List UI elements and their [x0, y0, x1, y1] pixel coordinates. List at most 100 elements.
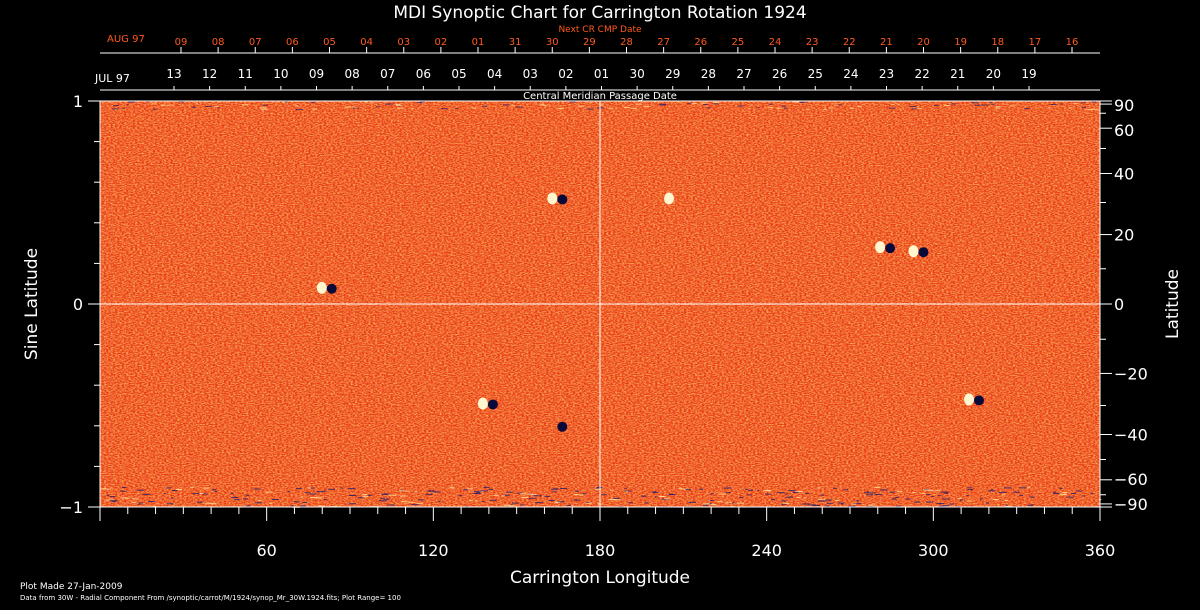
polar-speckle: [739, 496, 744, 498]
cmp-axis-date: 09: [309, 67, 324, 81]
polar-speckle: [781, 105, 786, 107]
polar-speckle: [322, 505, 325, 507]
polar-speckle: [614, 499, 621, 501]
top-axis-date: 06: [286, 37, 299, 48]
polar-speckle: [747, 489, 754, 491]
polar-speckle: [1061, 492, 1068, 494]
top-axis-date: 18: [991, 37, 1004, 48]
polar-speckle: [643, 105, 651, 107]
polar-speckle: [425, 493, 433, 495]
polar-speckle: [344, 106, 347, 108]
polar-speckle: [211, 503, 217, 505]
polar-speckle: [710, 493, 715, 495]
polar-speckle: [466, 488, 473, 490]
active-region-positive: [664, 192, 674, 205]
polar-speckle: [190, 486, 195, 488]
y-axis-right-ticks: 90 60 40 20 0 −20 −40 −60 −90: [1100, 96, 1148, 514]
polar-speckle: [834, 104, 838, 106]
polar-speckle: [168, 104, 174, 106]
active-region-positive: [477, 397, 488, 410]
polar-speckle: [109, 500, 118, 502]
active-region-negative: [557, 194, 568, 205]
polar-speckle: [399, 495, 406, 497]
polar-speckle: [825, 505, 830, 507]
polar-speckle: [106, 494, 110, 496]
polar-speckle: [531, 494, 537, 496]
polar-speckle: [942, 505, 950, 507]
polar-speckle: [723, 487, 732, 489]
polar-speckle: [991, 103, 995, 105]
polar-speckle: [586, 108, 594, 110]
polar-speckle: [823, 109, 828, 111]
polar-speckle: [597, 503, 602, 505]
polar-speckle: [635, 103, 643, 105]
polar-speckle: [710, 500, 714, 502]
polar-speckle: [272, 499, 279, 501]
top-axis-date: 24: [769, 37, 782, 48]
polar-speckle: [166, 503, 174, 505]
cmp-axis-date: 04: [487, 67, 502, 81]
polar-speckle: [195, 102, 198, 104]
polar-speckle: [1082, 495, 1085, 497]
polar-speckle: [567, 504, 571, 506]
polar-speckle: [765, 493, 771, 495]
polar-speckle: [585, 502, 592, 504]
polar-speckle: [503, 504, 510, 506]
polar-speckle: [234, 499, 240, 501]
cmp-axis-date: 10: [273, 67, 288, 81]
polar-speckle: [827, 502, 833, 504]
polar-speckle: [944, 492, 949, 494]
polar-speckle: [989, 101, 993, 103]
active-region-negative: [557, 421, 568, 432]
polar-speckle: [575, 490, 580, 492]
polar-speckle: [556, 501, 565, 503]
polar-speckle: [299, 505, 306, 507]
polar-speckle: [1004, 499, 1009, 501]
polar-speckle: [100, 488, 107, 490]
polar-speckle: [788, 490, 796, 492]
polar-speckle: [383, 498, 390, 500]
polar-speckle: [122, 487, 127, 489]
polar-speckle: [692, 103, 697, 105]
top-axis-date: 26: [694, 37, 707, 48]
polar-speckle: [199, 493, 204, 495]
polar-speckle: [889, 107, 896, 109]
polar-speckle: [596, 487, 603, 489]
plot-area: [99, 100, 1103, 508]
polar-speckle: [659, 103, 666, 105]
polar-speckle: [553, 488, 559, 490]
polar-speckle: [980, 498, 983, 500]
polar-speckle: [449, 487, 453, 489]
polar-speckle: [396, 104, 403, 106]
polar-speckle: [163, 493, 166, 495]
polar-speckle: [544, 495, 551, 497]
polar-speckle: [310, 487, 315, 489]
polar-speckle: [511, 105, 515, 107]
polar-speckle: [294, 105, 299, 107]
polar-speckle: [1091, 101, 1097, 103]
polar-speckle: [480, 490, 488, 492]
y-right-tick-label: 60: [1114, 121, 1134, 140]
cmp-axis-date: 13: [166, 67, 181, 81]
polar-speckle: [747, 494, 752, 496]
polar-speckle: [879, 489, 888, 491]
polar-speckle: [652, 491, 656, 493]
polar-speckle: [417, 102, 423, 104]
polar-speckle: [552, 491, 557, 493]
polar-speckle: [873, 486, 881, 488]
polar-speckle: [112, 501, 117, 503]
active-region-negative: [885, 243, 896, 254]
polar-speckle: [630, 107, 637, 109]
polar-speckle: [151, 102, 157, 104]
polar-speckle: [311, 108, 317, 110]
polar-speckle: [265, 491, 273, 493]
polar-speckle: [554, 501, 559, 503]
polar-speckle: [1091, 108, 1098, 110]
polar-speckle: [1060, 103, 1063, 105]
polar-speckle: [560, 488, 568, 490]
polar-speckle: [959, 499, 964, 501]
polar-speckle: [736, 502, 745, 504]
cmp-axis-date: 20: [986, 67, 1001, 81]
top-axis-date: 27: [657, 37, 670, 48]
y-right-tick-label: 0: [1114, 295, 1124, 314]
